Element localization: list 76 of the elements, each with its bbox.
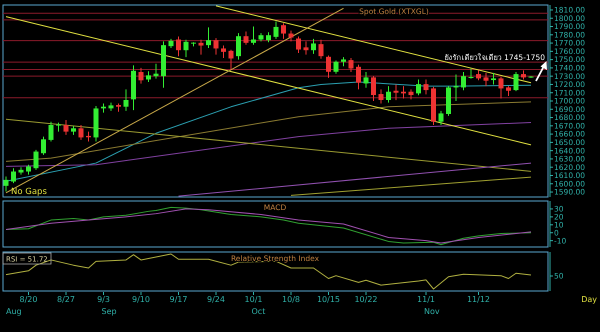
- candlestick: [71, 125, 76, 136]
- text: Nov: [424, 307, 440, 316]
- candlestick: [461, 72, 466, 91]
- candlestick: [184, 39, 188, 58]
- x-tick-label: 9/10: [132, 295, 150, 304]
- candlestick: [214, 38, 218, 56]
- candlestick: [138, 67, 144, 84]
- candlestick: [334, 60, 338, 74]
- candlestick: [4, 176, 8, 192]
- candlestick: [521, 70, 526, 80]
- candlestick: [506, 86, 511, 97]
- line-series: [6, 101, 532, 162]
- annotation: No Gaps: [11, 187, 48, 197]
- candlestick: [11, 168, 16, 184]
- candlestick: [26, 164, 31, 176]
- x-tick-label: 10/8: [282, 295, 300, 304]
- candlestick: [124, 88, 128, 112]
- candlestick: [424, 78, 428, 95]
- candlestick: [221, 45, 226, 58]
- candlestick: [484, 72, 488, 87]
- candlestick: [491, 72, 496, 85]
- candlestick: [198, 39, 204, 56]
- candlestick: [394, 84, 398, 101]
- candlestick: [228, 49, 234, 70]
- x-tick-label: 11/1: [417, 295, 435, 304]
- candlestick: [206, 26, 211, 49]
- candlestick: [318, 39, 324, 60]
- candlestick: [364, 72, 368, 88]
- x-tick-label: 9/17: [170, 295, 188, 304]
- x-tick-label: 10/22: [354, 295, 378, 304]
- candlestick: [176, 36, 181, 57]
- x-tick-label: 9/3: [97, 295, 110, 304]
- candlestick: [341, 56, 346, 67]
- candlestick: [78, 124, 84, 140]
- text: Sep: [102, 307, 117, 316]
- candlestick: [311, 38, 316, 54]
- candlestick: [64, 120, 68, 136]
- candlestick: [281, 22, 286, 40]
- candlestick: [251, 26, 256, 46]
- candlestick: [371, 76, 376, 102]
- candlestick: [146, 70, 151, 82]
- candlestick: [266, 32, 271, 43]
- candlestick: [356, 64, 361, 90]
- candlestick: [476, 70, 481, 81]
- candlestick: [168, 38, 174, 49]
- candlestick: [401, 86, 406, 100]
- candlestick: [514, 72, 518, 92]
- x-tick-label: 8/20: [20, 295, 38, 304]
- x-tick-label: 10/1: [244, 295, 262, 304]
- candlestick: [454, 74, 458, 102]
- x-tick-label: 8/27: [57, 295, 75, 304]
- candlestick: [101, 102, 106, 114]
- candlestick: [34, 149, 38, 170]
- x-tick-label: 11/12: [466, 295, 490, 304]
- candlestick: [288, 30, 294, 42]
- text: Oct: [252, 307, 266, 316]
- candlestick: [386, 86, 391, 104]
- candlestick: [438, 110, 444, 126]
- candlestick: [236, 32, 241, 60]
- candlestick: [154, 63, 158, 80]
- text: Aug: [6, 307, 22, 316]
- candlestick: [378, 88, 384, 104]
- x-tick-label: 10/15: [316, 295, 340, 304]
- candlestick: [244, 30, 248, 46]
- candlestick: [326, 54, 331, 78]
- candlestick: [408, 88, 414, 100]
- candlestick: [41, 136, 46, 156]
- candlestick: [296, 36, 301, 54]
- text: Day: [581, 295, 598, 304]
- candlestick: [468, 68, 474, 80]
- candlestick: [48, 121, 54, 142]
- candlestick: [274, 21, 278, 40]
- candlestick: [498, 76, 504, 100]
- candlestick: [416, 78, 421, 96]
- candlestick: [348, 57, 354, 73]
- x-tick-label: 9/24: [207, 295, 225, 304]
